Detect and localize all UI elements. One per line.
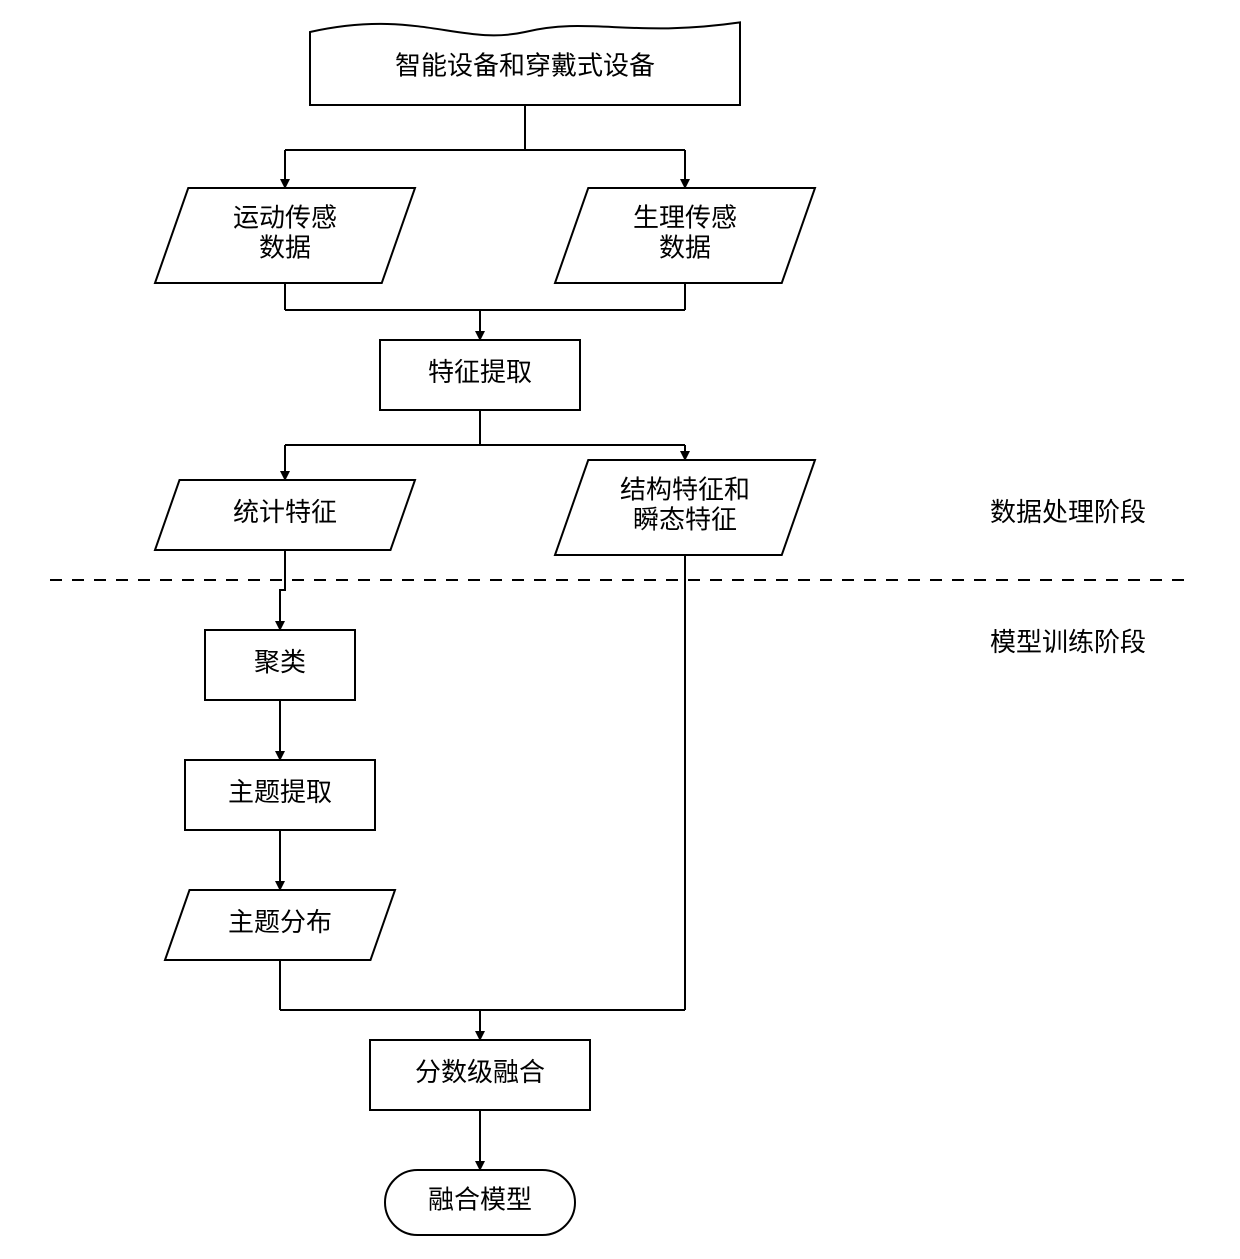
phase-label: 模型训练阶段 <box>990 628 1146 657</box>
node-label: 融合模型 <box>428 1185 532 1214</box>
node-n_motion: 运动传感数据 <box>155 188 415 283</box>
node-label: 运动传感 <box>233 204 337 233</box>
node-n_feature: 特征提取 <box>380 340 580 410</box>
node-label: 特征提取 <box>428 358 532 387</box>
node-label: 结构特征和 <box>620 476 750 505</box>
node-n_physio: 生理传感数据 <box>555 188 815 283</box>
nodes-group: 智能设备和穿戴式设备运动传感数据生理传感数据特征提取统计特征结构特征和瞬态特征聚… <box>155 22 815 1235</box>
node-n_fusion: 分数级融合 <box>370 1040 590 1110</box>
node-label: 统计特征 <box>233 498 337 527</box>
node-n_source: 智能设备和穿戴式设备 <box>310 22 740 105</box>
node-n_struct: 结构特征和瞬态特征 <box>555 460 815 555</box>
node-label: 分数级融合 <box>415 1058 545 1087</box>
node-label: 主题提取 <box>228 778 332 807</box>
node-n_cluster: 聚类 <box>205 630 355 700</box>
flowchart-canvas: 智能设备和穿戴式设备运动传感数据生理传感数据特征提取统计特征结构特征和瞬态特征聚… <box>0 0 1240 1259</box>
phase-label: 数据处理阶段 <box>990 498 1146 527</box>
node-label: 主题分布 <box>228 908 332 937</box>
node-label: 聚类 <box>254 648 306 677</box>
node-n_topic_ext: 主题提取 <box>185 760 375 830</box>
node-label: 瞬态特征 <box>633 505 737 534</box>
node-n_model: 融合模型 <box>385 1170 575 1235</box>
node-label: 生理传感 <box>633 204 737 233</box>
node-label: 数据 <box>659 233 711 262</box>
node-n_stat: 统计特征 <box>155 480 415 550</box>
node-label: 数据 <box>259 233 311 262</box>
node-label: 智能设备和穿戴式设备 <box>395 51 655 80</box>
node-n_topic_dist: 主题分布 <box>165 890 395 960</box>
